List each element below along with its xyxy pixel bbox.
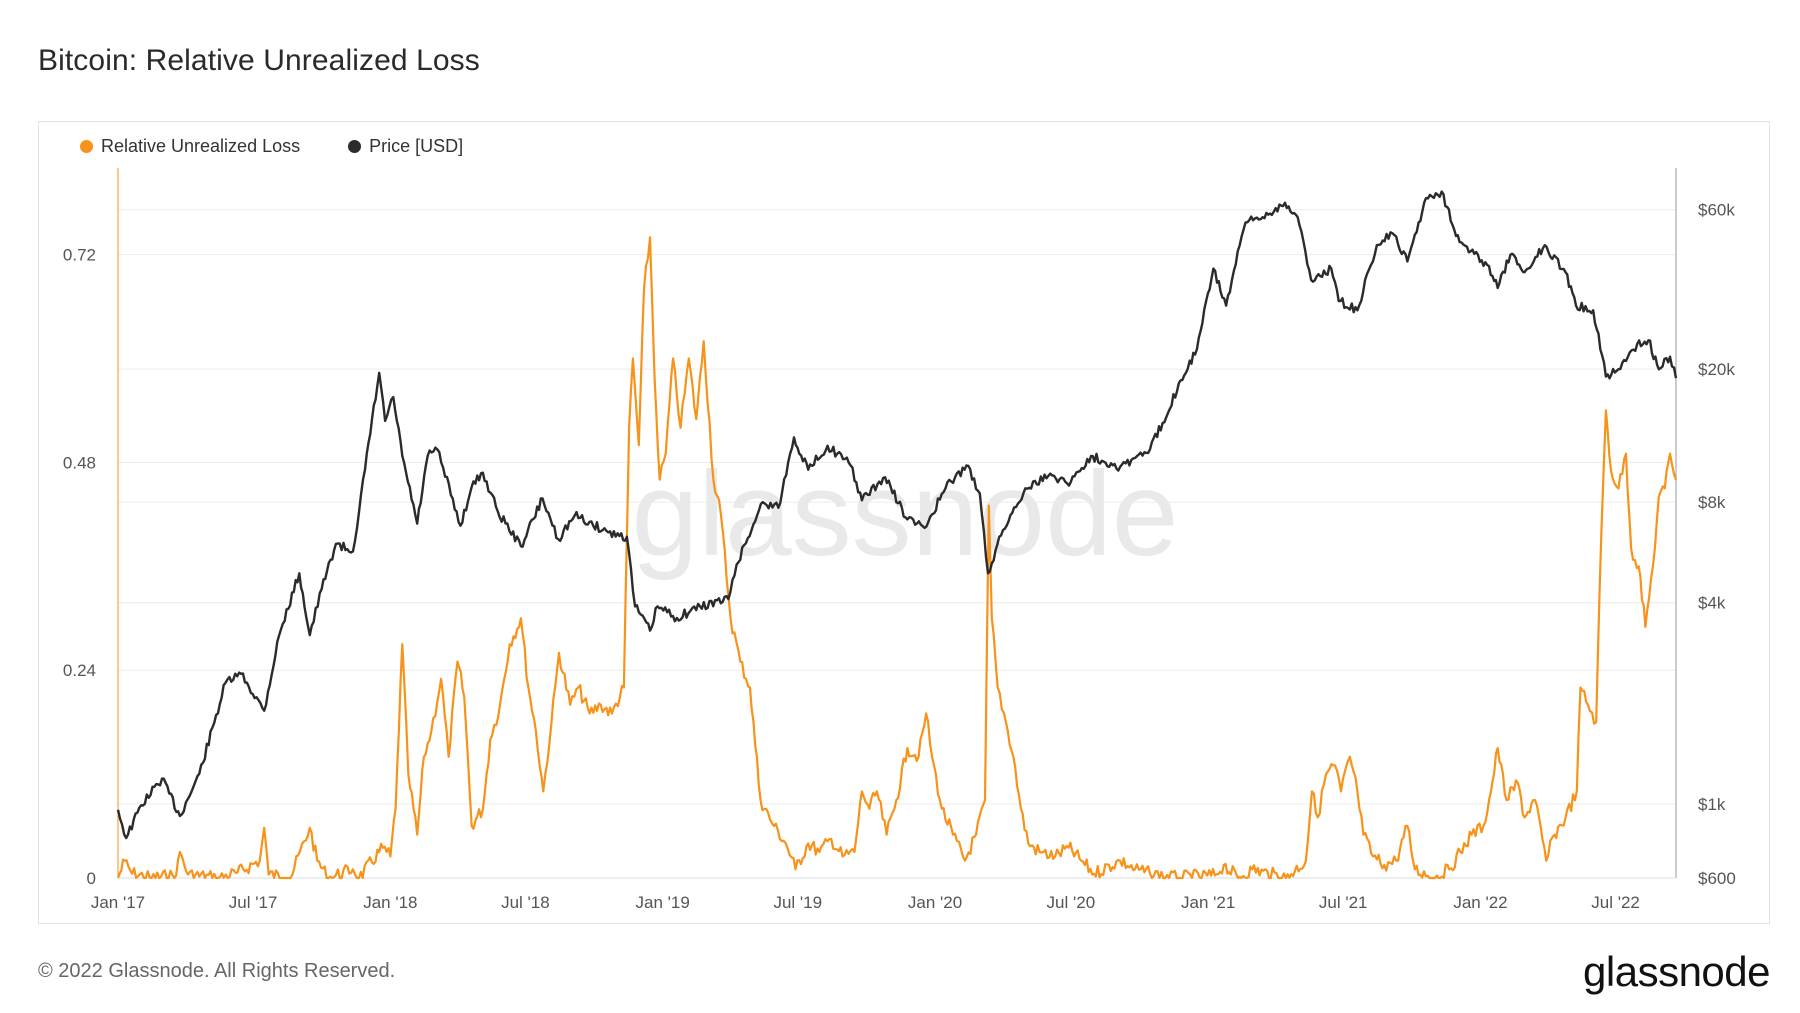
x-tick-label: Jan '17 <box>91 893 145 912</box>
x-tick-label: Jul '19 <box>773 893 822 912</box>
legend-swatch-loss <box>80 140 93 153</box>
chart-title: Bitcoin: Relative Unrealized Loss <box>38 44 480 77</box>
y-right-tick-label: $20k <box>1698 360 1735 379</box>
x-tick-label: Jan '21 <box>1181 893 1235 912</box>
watermark: glassnode <box>631 447 1178 581</box>
y-left-tick-label: 0.24 <box>63 661 96 680</box>
legend: Relative Unrealized Loss Price [USD] <box>80 136 463 157</box>
y-right-tick-label: $4k <box>1698 594 1726 613</box>
y-left-tick-label: 0.48 <box>63 453 96 472</box>
series-line-relative-unrealized-loss <box>116 236 1678 880</box>
x-tick-label: Jul '21 <box>1319 893 1368 912</box>
y-right-tick-label: $1k <box>1698 795 1726 814</box>
legend-label-loss: Relative Unrealized Loss <box>101 136 301 156</box>
series-line-price-usd <box>116 190 1678 840</box>
x-tick-label: Jul '22 <box>1591 893 1640 912</box>
x-tick-label: Jan '22 <box>1453 893 1507 912</box>
series-lines <box>116 190 1678 880</box>
y-right-tick-label: $8k <box>1698 493 1726 512</box>
x-tick-label: Jan '18 <box>363 893 417 912</box>
legend-item-price[interactable]: Price [USD] <box>348 136 463 157</box>
y-right-tick-label: $60k <box>1698 201 1735 220</box>
chart-panel <box>38 121 1770 924</box>
x-tick-label: Jan '20 <box>908 893 962 912</box>
brand-logo: glassnode <box>1583 948 1770 995</box>
legend-label-price: Price [USD] <box>369 136 464 156</box>
copyright-text: © 2022 Glassnode. All Rights Reserved. <box>38 960 396 982</box>
legend-swatch-price <box>348 140 362 153</box>
y-left-tick-label: 0.72 <box>63 246 96 265</box>
x-tick-label: Jan '19 <box>636 893 690 912</box>
x-tick-label: Jul '17 <box>229 893 278 912</box>
y-left-tick-label: 0 <box>87 869 96 888</box>
legend-item-loss[interactable]: Relative Unrealized Loss <box>80 136 300 157</box>
axes: 0 0.24 0.48 0.72 $600 $1k $4k $8k $20k $60k Jan '1… <box>63 168 1736 912</box>
x-tick-label: Jul '20 <box>1047 893 1096 912</box>
y-right-tick-label: $600 <box>1698 869 1736 888</box>
x-tick-label: Jul '18 <box>501 893 550 912</box>
